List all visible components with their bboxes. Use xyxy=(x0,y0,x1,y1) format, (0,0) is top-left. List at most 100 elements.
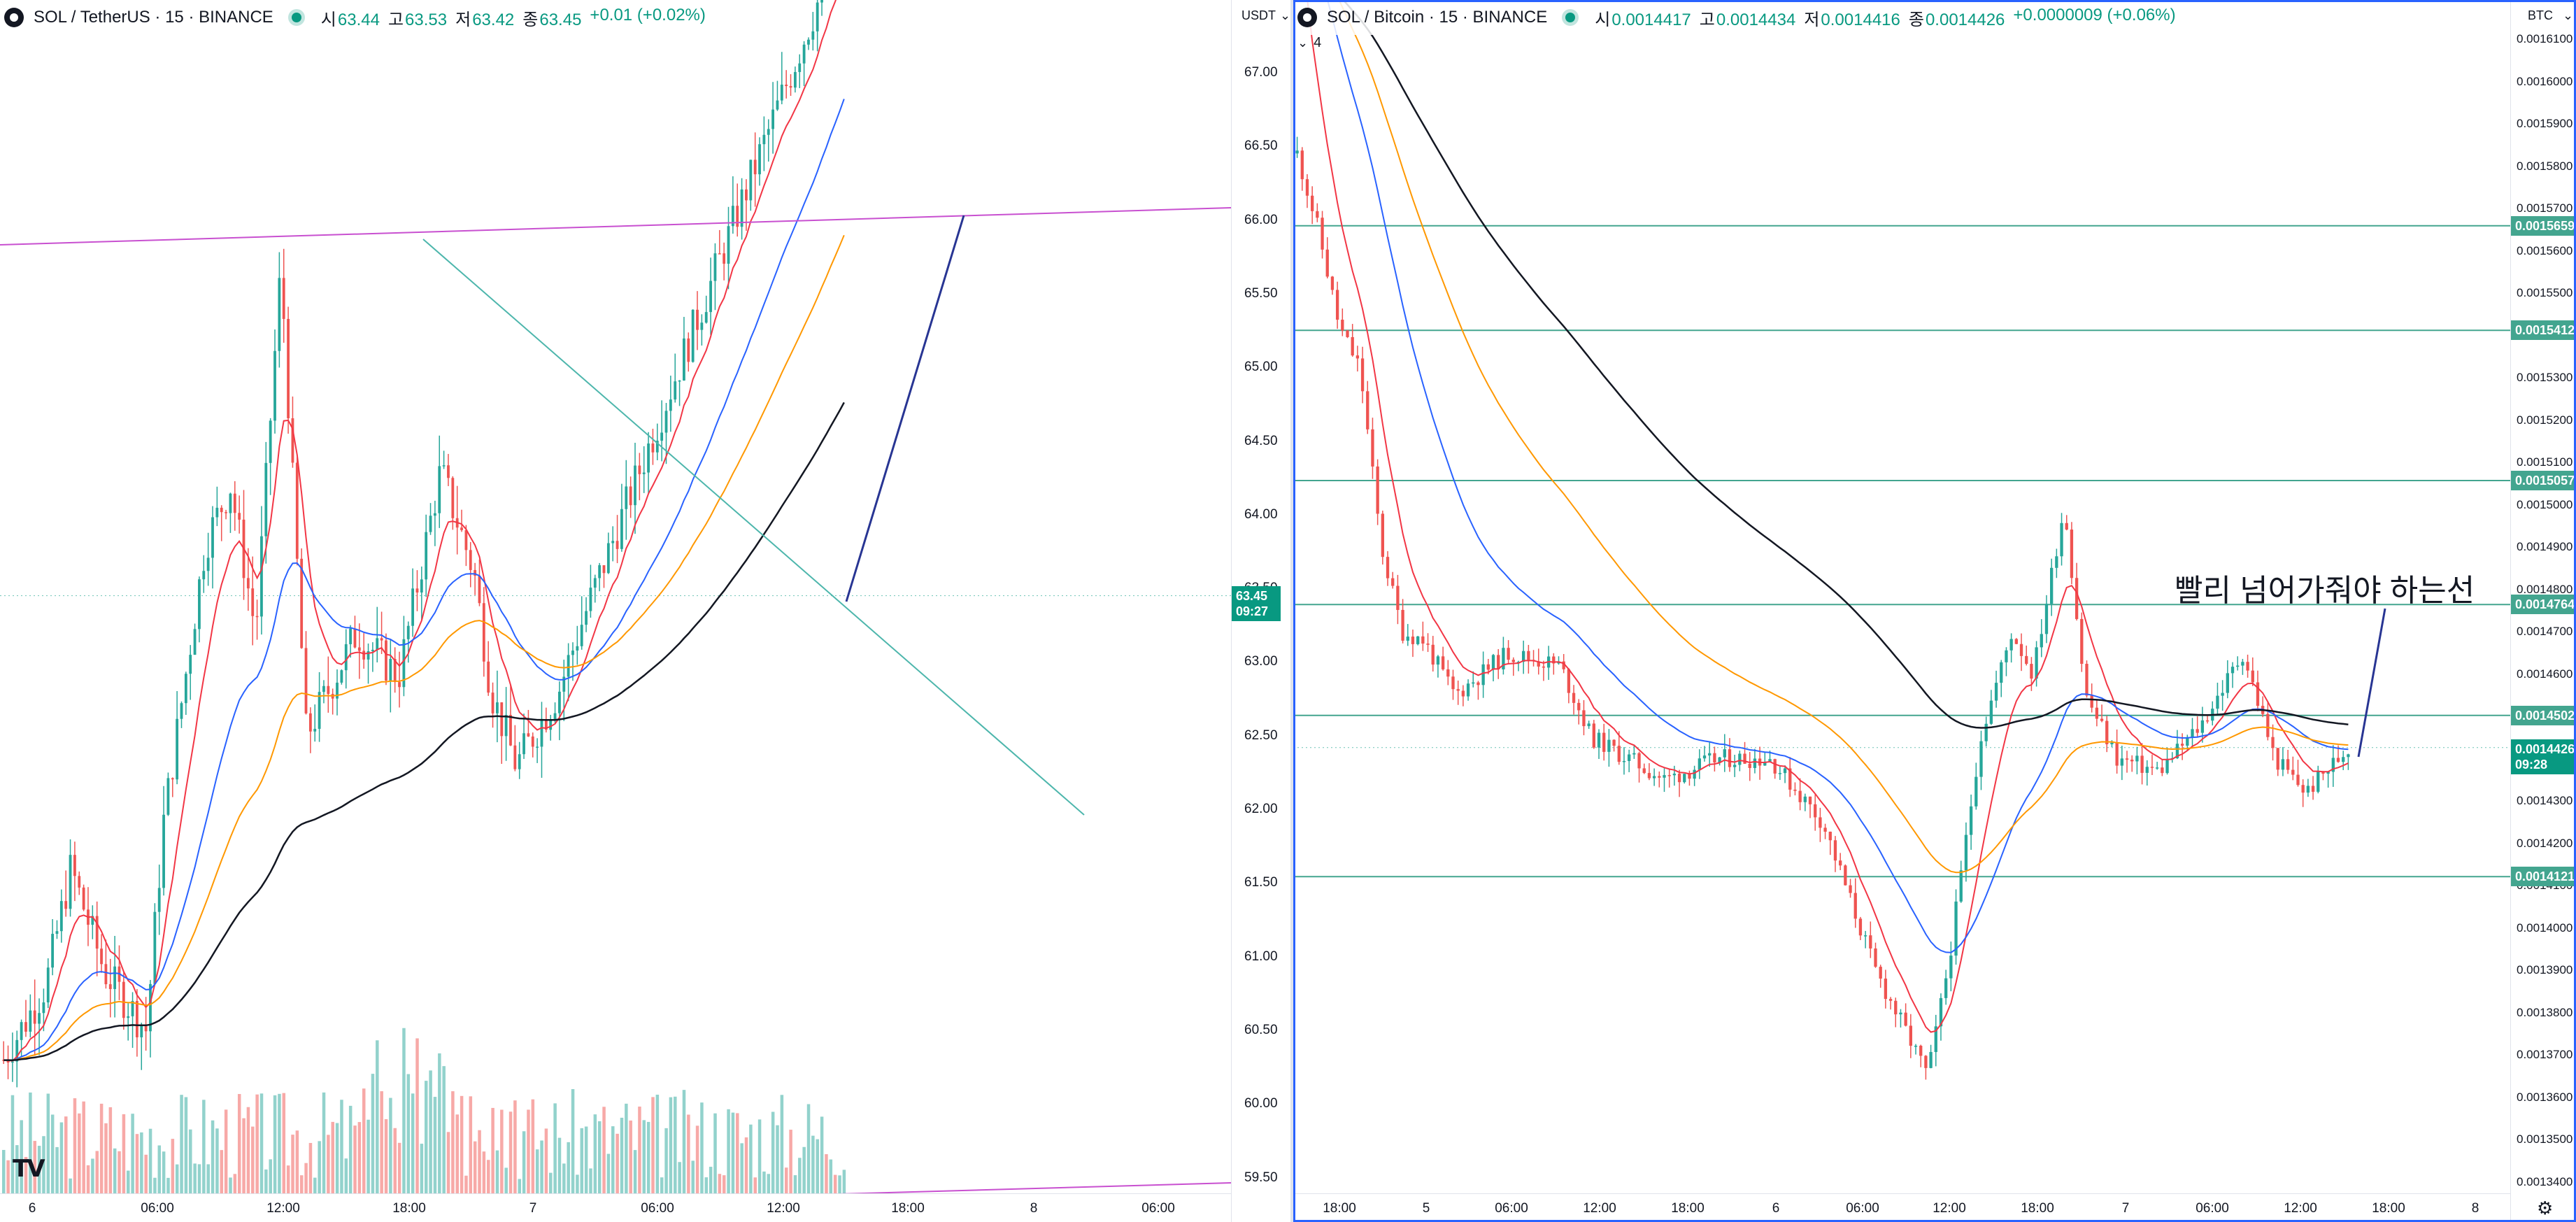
volume-bar xyxy=(567,1142,570,1194)
sol-btc-candle xyxy=(2075,578,2079,619)
volume-bar xyxy=(376,1040,379,1194)
sol-logo-icon xyxy=(4,8,24,27)
sol-btc-candle xyxy=(2140,755,2144,773)
sol-btc-candle xyxy=(1814,804,1817,818)
volume-bar xyxy=(829,1159,833,1194)
price-axis[interactable]: BTC ⌄ 0.0016100 0.0016000 0.0015900 0.00158… xyxy=(2510,0,2576,1222)
price-tick: 0.0015300 xyxy=(2517,371,2573,384)
volume-bar xyxy=(522,1131,526,1194)
sol-usdt-candle xyxy=(10,1061,14,1063)
sol-btc-candle xyxy=(1522,651,1525,662)
sol-usdt-candle xyxy=(598,565,602,578)
time-axis[interactable]: 18:00 5 06:00 12:00 18:00 6 06:00 12:00 18:00 7 06… xyxy=(1293,1193,2510,1222)
volume-bar xyxy=(180,1095,183,1194)
live-dot-icon xyxy=(1565,13,1576,22)
sol-btc-candle xyxy=(1768,759,1772,762)
price-tick: 61.00 xyxy=(1244,949,1278,964)
sol-usdt-candle xyxy=(567,655,570,677)
sol-usdt-candle xyxy=(33,1010,36,1024)
gear-icon[interactable]: ⚙ xyxy=(2537,1198,2554,1219)
sol-btc-candle xyxy=(1325,249,1329,277)
sol-usdt-candle xyxy=(531,736,534,747)
volume-bar xyxy=(362,1088,366,1194)
volume-bar xyxy=(86,1165,90,1194)
chart-pane-sol-btc[interactable]: SOL / Bitcoin · 15 · BINANCE 시0.0014417 … xyxy=(1293,0,2576,1222)
currency-selector[interactable]: USDT ⌄ xyxy=(1241,8,1290,22)
volume-bar xyxy=(327,1135,330,1194)
chart-canvas-sol-usdt[interactable] xyxy=(0,0,1231,1194)
sol-btc-candle xyxy=(2014,639,2018,644)
pane-divider[interactable] xyxy=(1290,0,1293,1222)
chevron-down-icon[interactable]: ⌄ xyxy=(2563,8,2574,22)
sol-btc-candle xyxy=(2216,695,2219,709)
price-tick: 64.00 xyxy=(1244,506,1278,522)
volume-bar xyxy=(562,1163,566,1194)
time-tick: 8 xyxy=(2471,1201,2479,1216)
sol-btc-candle xyxy=(1693,769,1696,779)
volume-bar xyxy=(420,1144,424,1194)
chart-canvas-sol-btc[interactable] xyxy=(1293,0,2510,1194)
sol-usdt-candle xyxy=(727,226,730,264)
sol-btc-candle xyxy=(2025,655,2028,665)
sol-usdt-candle xyxy=(55,931,59,935)
sol-usdt-candle xyxy=(544,719,548,730)
sol-btc-candle xyxy=(2180,744,2184,746)
price-change: +0.0000009 (+0.06%) xyxy=(2013,5,2176,24)
volume-bar xyxy=(255,1094,259,1194)
volume-bar xyxy=(646,1121,650,1194)
sol-btc-candle xyxy=(1698,758,1701,770)
volume-bar xyxy=(753,1177,757,1194)
sol-btc-candle xyxy=(1969,806,1973,835)
sol-btc-candle xyxy=(1964,834,1968,871)
sol-btc-candle xyxy=(1346,330,1349,337)
volume-bar xyxy=(504,1167,508,1194)
symbol-title[interactable]: SOL / Bitcoin · 15 · BINANCE xyxy=(1327,8,1548,27)
chart-pane-sol-usdt[interactable]: SOL / TetherUS · 15 · BINANCE 시63.44 고63… xyxy=(0,0,1290,1222)
sol-usdt-candle xyxy=(202,571,206,580)
volume-bar xyxy=(59,1122,64,1194)
sol-usdt-candle xyxy=(798,63,802,72)
volume-bar xyxy=(540,1140,543,1194)
sol-usdt-candle xyxy=(696,309,699,330)
sol-usdt-candle xyxy=(73,855,76,876)
volume-bar xyxy=(571,1089,575,1194)
volume-bar xyxy=(140,1132,143,1194)
price-tick: 0.0015800 xyxy=(2517,159,2573,173)
indicators-collapse-button[interactable]: ⌄ 4 xyxy=(1297,35,1322,50)
volume-bar xyxy=(357,1122,362,1194)
sol-usdt-candle xyxy=(198,579,201,630)
sol-usdt-candle xyxy=(215,507,219,518)
sol-btc-candle xyxy=(1436,656,1440,665)
volume-bar xyxy=(597,1121,602,1194)
sol-usdt-candle xyxy=(571,651,574,655)
volume-bar xyxy=(122,1114,126,1194)
volume-bar xyxy=(713,1113,717,1194)
time-tick: 6 xyxy=(1772,1201,1780,1216)
sol-usdt-candle xyxy=(304,648,308,713)
sol-usdt-candle xyxy=(700,322,704,330)
time-axis[interactable]: 6 06:00 12:00 18:00 7 06:00 12:00 18:00 8 06:00 xyxy=(0,1193,1231,1222)
sol-usdt-candle xyxy=(580,625,583,646)
volume-bar xyxy=(69,1178,72,1194)
volume-bar xyxy=(611,1126,615,1194)
sol-btc-candle xyxy=(2317,771,2320,792)
sol-btc-candle xyxy=(1939,997,1943,1027)
sol-btc-candle xyxy=(1713,753,1716,763)
sol-usdt-candle xyxy=(180,703,183,719)
moving-average-120 xyxy=(3,402,845,1061)
volume-bars xyxy=(2,1028,846,1194)
symbol-title[interactable]: SOL / TetherUS · 15 · BINANCE xyxy=(34,8,273,27)
sol-usdt-candle xyxy=(429,516,432,532)
sol-btc-candle xyxy=(1300,150,1304,180)
time-tick: 12:00 xyxy=(1583,1201,1616,1216)
volume-bar xyxy=(576,1174,579,1194)
annotation-text[interactable]: 빨리 넘어가줘야 하는선 xyxy=(2175,574,2475,608)
volume-bar xyxy=(731,1112,735,1194)
volume-bar xyxy=(246,1107,250,1194)
sol-usdt-candle xyxy=(518,754,521,769)
volume-bar xyxy=(175,1164,179,1194)
price-axis[interactable]: USDT ⌄ 67.00 66.50 66.00 65.50 65.00 64.50 64.0… xyxy=(1231,0,1290,1222)
sol-btc-candle xyxy=(2135,755,2139,762)
sol-usdt-candle xyxy=(415,588,419,593)
tradingview-logo-icon[interactable]: TV xyxy=(13,1155,45,1183)
